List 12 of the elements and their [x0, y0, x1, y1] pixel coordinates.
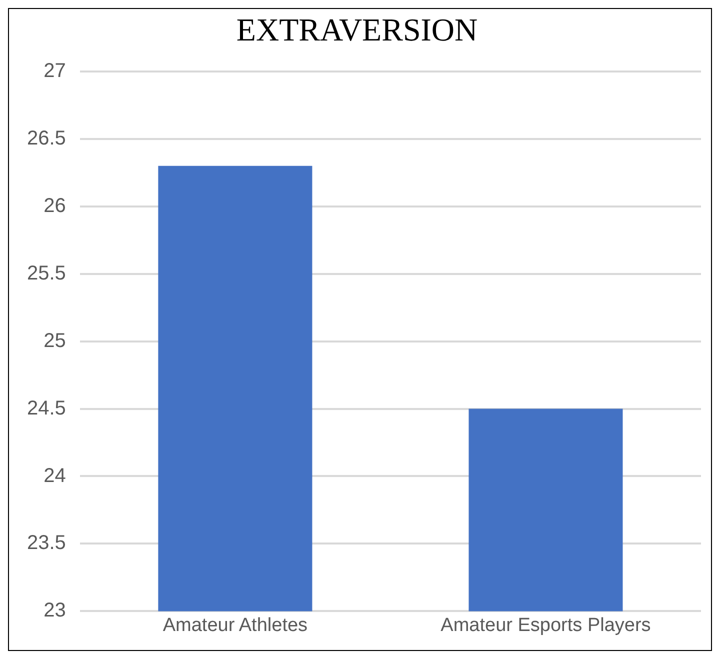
chart-title: EXTRAVERSION — [236, 12, 478, 48]
y-tick-label: 27 — [44, 60, 66, 82]
x-tick-label: Amateur Esports Players — [440, 614, 651, 636]
y-tick-label: 23 — [44, 600, 66, 622]
y-tick-label: 26.5 — [26, 127, 66, 150]
x-tick-label: Amateur Athletes — [162, 614, 308, 636]
y-tick-label: 25 — [44, 330, 66, 352]
y-tick-label: 26 — [44, 194, 66, 217]
y-tick-label: 24.5 — [26, 397, 66, 420]
y-tick-label: 23.5 — [26, 532, 66, 554]
y-tick-label: 25.5 — [26, 262, 66, 284]
y-tick-label: 24 — [44, 464, 66, 487]
